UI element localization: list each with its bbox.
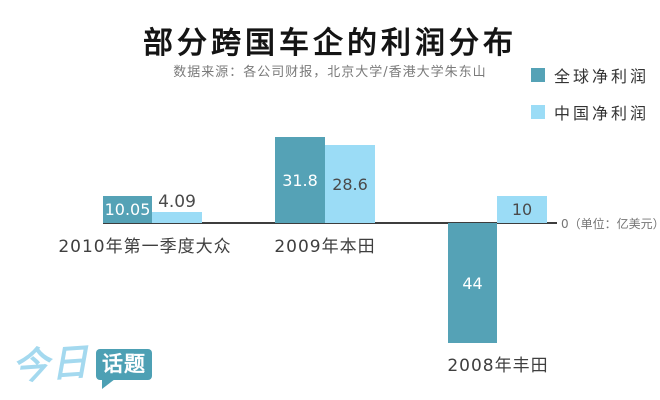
logo-prefix-text: 今日 [10,340,92,389]
bar-value-label: 10.05 [104,200,151,219]
legend-item-china: 中国净利润 [531,100,649,124]
logo-speech-bubble: 话题 [96,348,152,390]
bar-china-honda: 28.6 [325,145,375,223]
page-title: 部分跨国车企的利润分布 [143,26,517,61]
bar-global-toyota: 44 [448,223,497,343]
bar-value-label: 44 [462,273,483,293]
bar-value-label: 28.6 [332,174,368,194]
category-label-toyota: 2008年丰田 [447,356,549,376]
bar-global-volkswagen: 10.05 [103,196,152,223]
today-topic-logo: 今日 话题 [10,340,152,390]
data-source-note: 数据来源：各公司财报，北京大学/香港大学朱东山 [173,65,487,80]
bar-value-label: 31.8 [282,170,318,190]
legend-swatch-china [531,105,545,119]
axis-unit-label: 0（单位：亿美元） [561,217,660,231]
category-label-volkswagen: 2010年第一季度大众 [58,237,232,257]
bar-global-honda: 31.8 [275,137,325,223]
legend-swatch-global [531,68,545,82]
legend-label-global: 全球净利润 [554,67,650,86]
bar-china-volkswagen: 4.09 [152,192,202,223]
zero-axis-line [103,222,557,224]
bar-value-label: 10 [511,200,533,219]
category-label-honda: 2009年本田 [274,237,376,257]
bar-china-toyota: 10 [497,196,547,223]
chart-legend: 全球净利润 中国净利润 [531,63,649,137]
legend-item-global: 全球净利润 [531,63,649,87]
bar-value-label: 4.09 [158,192,196,212]
legend-label-china: 中国净利润 [554,104,650,123]
